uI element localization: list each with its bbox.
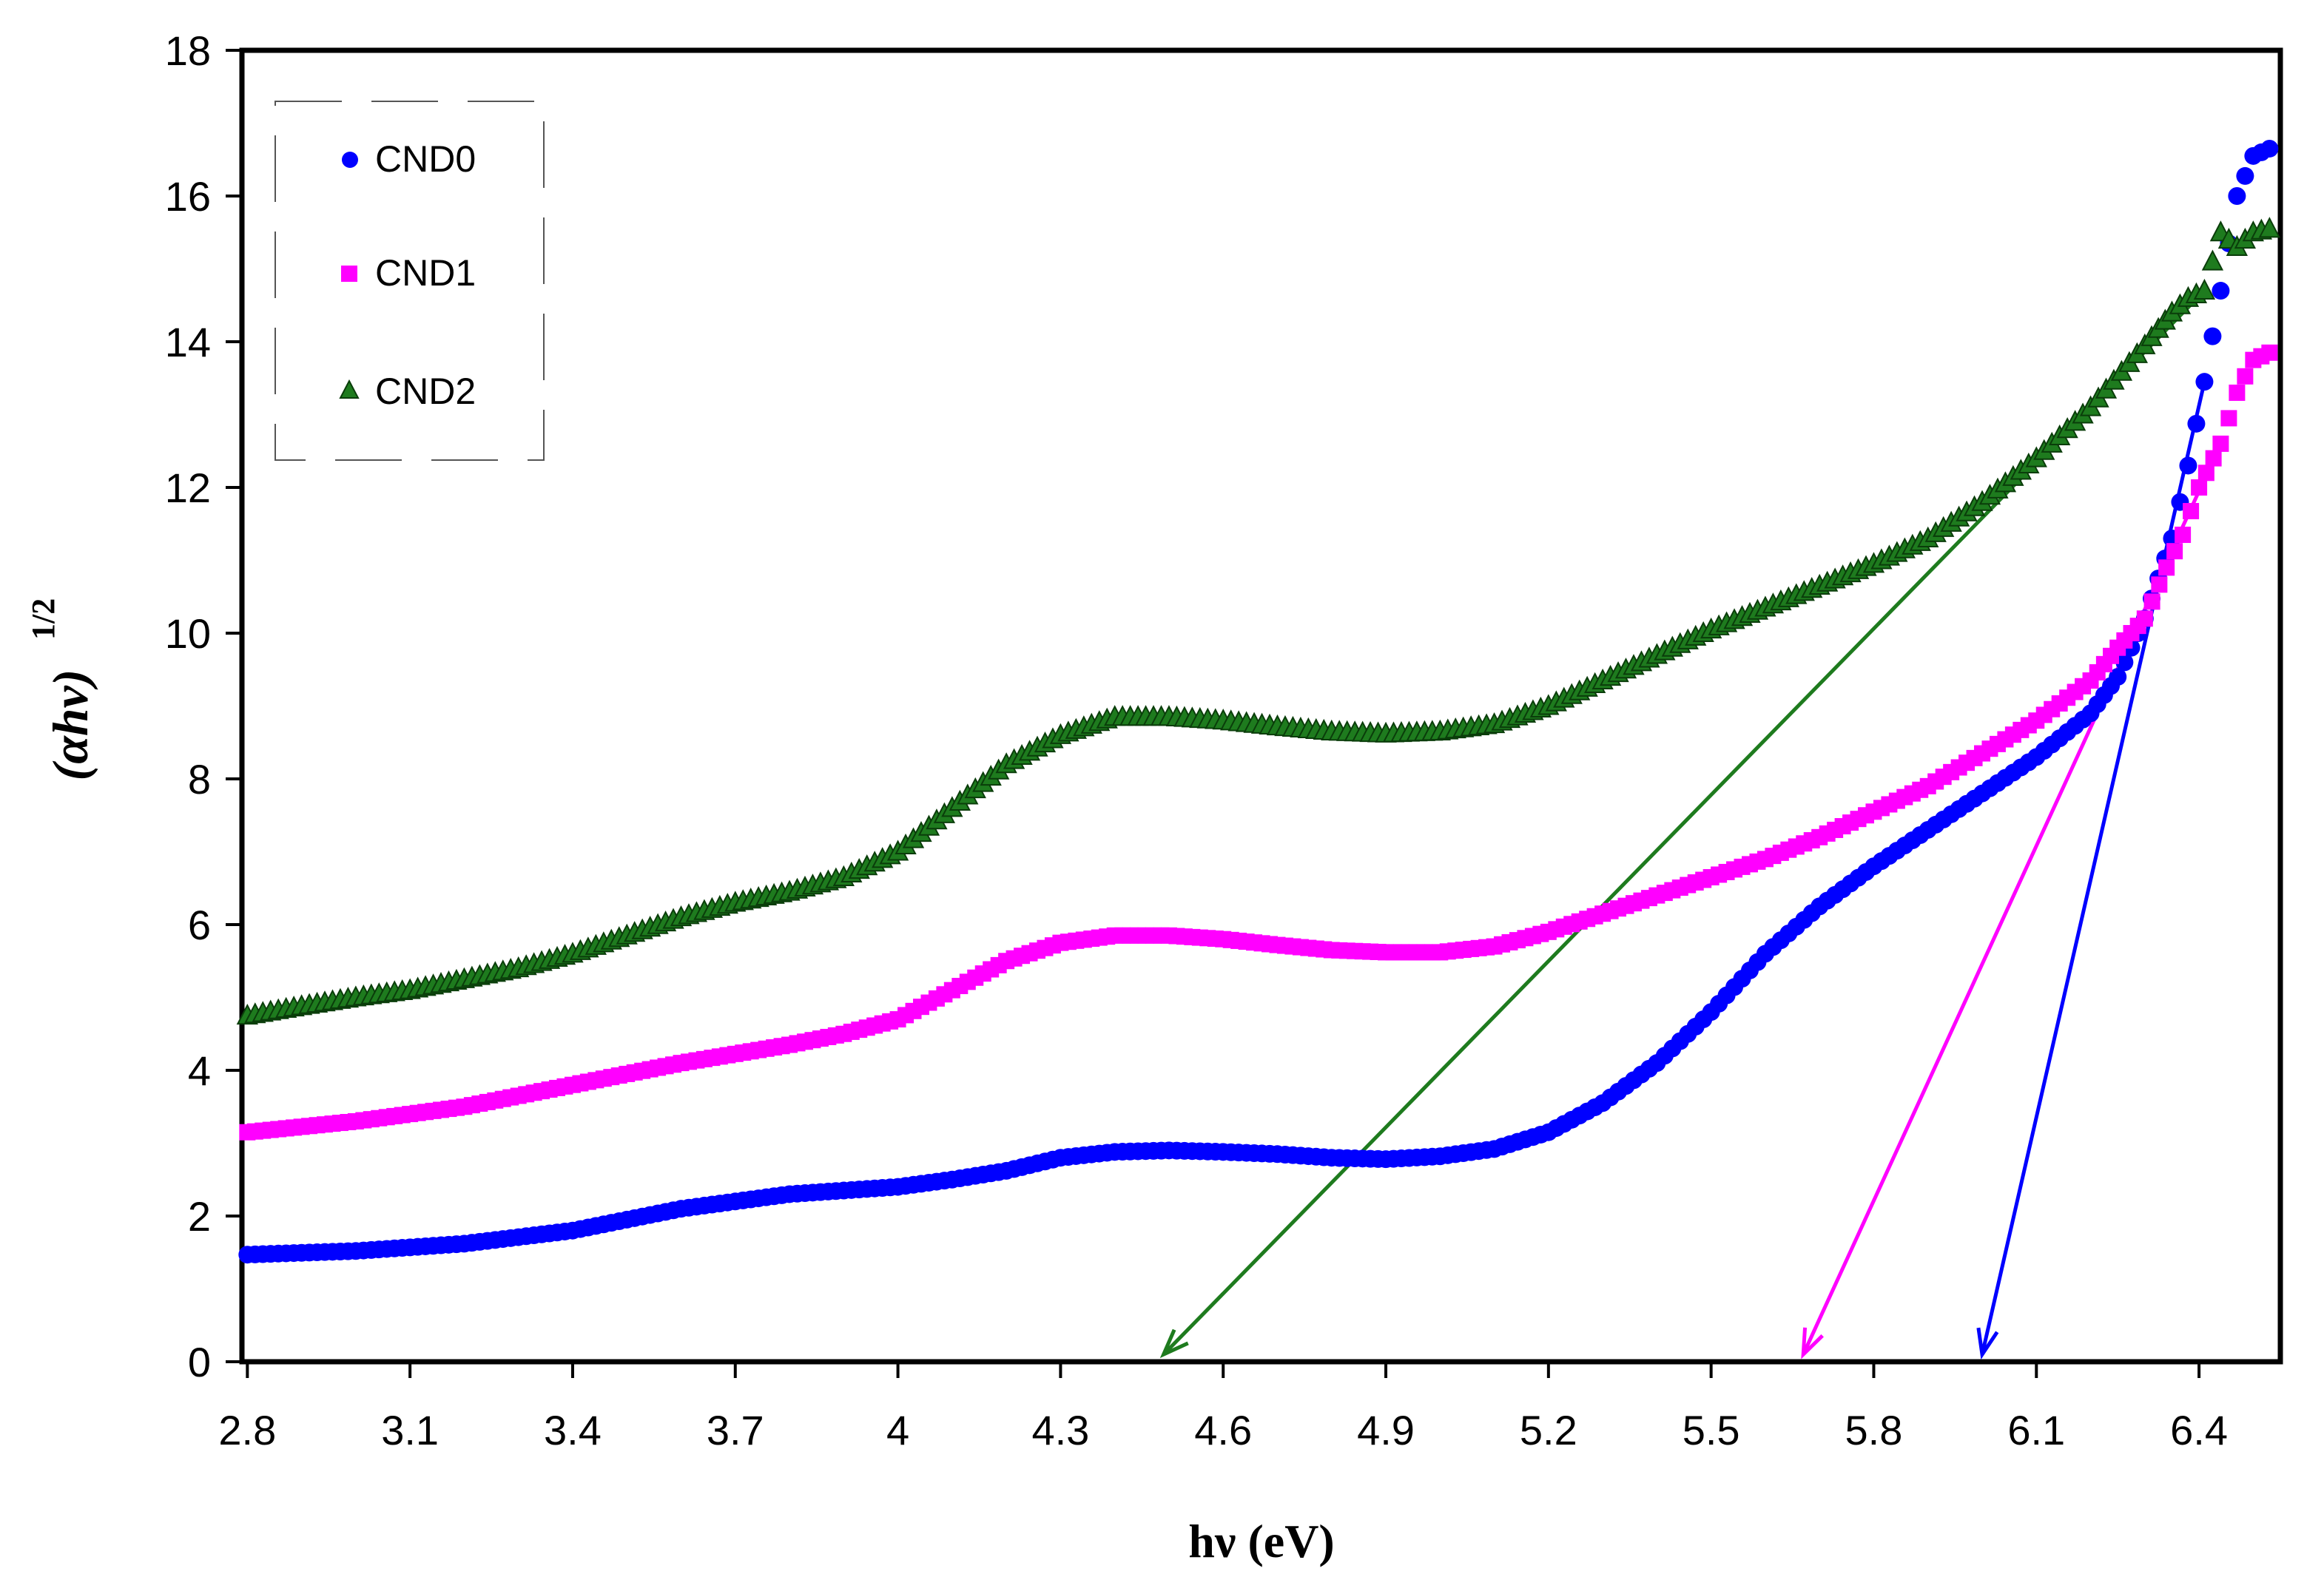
- data-point: [2166, 543, 2183, 560]
- y-tick-label: 14: [165, 319, 211, 365]
- legend-label-cnd2: CND2: [375, 371, 476, 412]
- data-point: [2158, 559, 2175, 576]
- x-tick-label: 5.8: [1845, 1407, 1903, 1453]
- y-tick-label: 2: [188, 1193, 211, 1240]
- y-axis-title-sup: 1/2: [25, 598, 61, 640]
- legend-label-cnd1: CND1: [375, 252, 476, 294]
- arrowhead-cnd0-fit: [1976, 1327, 1999, 1360]
- x-tick-label: 3.7: [707, 1407, 764, 1453]
- y-axis: 0 2 4 6 8 10 12 14 16 18: [165, 27, 242, 1385]
- legend-label-cnd0: CND0: [375, 138, 476, 180]
- data-point: [2212, 282, 2230, 300]
- plot-area: [239, 47, 2283, 1365]
- data-point: [2191, 479, 2208, 496]
- tangent-line-cnd0-fit: [1980, 381, 2206, 1355]
- data-point: [2258, 217, 2280, 238]
- data-point: [2183, 503, 2200, 520]
- y-tick-label: 6: [188, 902, 211, 948]
- data-point: [2236, 166, 2254, 185]
- legend-marker-cnd1: [341, 266, 357, 282]
- y-tick-label: 0: [188, 1339, 211, 1385]
- x-tick-label: 3.4: [544, 1407, 602, 1453]
- series-cnd1: [239, 344, 2278, 1141]
- data-point: [2237, 368, 2254, 385]
- data-point: [2229, 384, 2246, 401]
- x-axis: 2.8 3.1 3.4 3.7 4 4.3 4.6 4.9 5.2 5.5 5.8 6.1 6.4: [218, 1362, 2228, 1453]
- data-point: [2205, 450, 2222, 467]
- arrowhead-cnd1-fit: [1801, 1327, 1824, 1360]
- y-tick-label: 4: [188, 1047, 211, 1094]
- y-tick-label: 10: [165, 610, 211, 657]
- data-point: [2197, 465, 2214, 482]
- x-tick-label: 3.1: [381, 1407, 439, 1453]
- x-tick-label: 4: [886, 1407, 909, 1453]
- data-point: [2228, 187, 2246, 205]
- legend-marker-cnd2: [339, 379, 360, 399]
- data-point: [2201, 249, 2224, 271]
- y-axis-title-main: (αhν): [42, 669, 98, 781]
- x-tick-label: 6.1: [2007, 1407, 2065, 1453]
- data-point: [2193, 278, 2216, 300]
- series-cnd0: [238, 139, 2279, 1264]
- x-tick-label: 2.8: [218, 1407, 276, 1453]
- x-tick-label: 4.9: [1357, 1407, 1415, 1453]
- x-tick-label: 4.6: [1194, 1407, 1252, 1453]
- y-tick-label: 12: [165, 465, 211, 511]
- x-tick-label: 5.5: [1683, 1407, 1740, 1453]
- y-tick-label: 8: [188, 756, 211, 803]
- data-point: [2115, 653, 2134, 672]
- data-point: [2261, 344, 2278, 361]
- x-tick-label: 6.4: [2170, 1407, 2228, 1453]
- data-point: [2187, 414, 2206, 433]
- y-axis-title: (αhν) 1/2: [25, 598, 98, 781]
- data-point: [2260, 139, 2279, 158]
- legend-marker-cnd0: [342, 152, 358, 168]
- data-point: [2175, 527, 2192, 544]
- data-series: [236, 139, 2280, 1264]
- data-point: [2195, 373, 2214, 391]
- x-axis-title: hν (eV): [1188, 1515, 1334, 1567]
- series-cnd2: [236, 217, 2280, 1025]
- data-point: [2151, 576, 2168, 593]
- data-point: [2136, 610, 2153, 627]
- legend: CND0 CND1 CND2: [274, 101, 545, 461]
- y-tick-label: 16: [165, 173, 211, 220]
- x-tick-label: 4.3: [1031, 1407, 1089, 1453]
- data-point: [2143, 593, 2160, 610]
- data-point: [2212, 435, 2229, 452]
- data-point: [2109, 668, 2127, 686]
- tangent-lines: [1159, 289, 2223, 1360]
- data-point: [2179, 456, 2197, 475]
- data-point: [2220, 410, 2237, 427]
- legend-box: [274, 101, 545, 461]
- x-tick-label: 5.2: [1520, 1407, 1577, 1453]
- data-point: [2203, 327, 2222, 345]
- y-tick-label: 18: [165, 27, 211, 74]
- arrowhead-cnd2-fit: [1159, 1328, 1189, 1359]
